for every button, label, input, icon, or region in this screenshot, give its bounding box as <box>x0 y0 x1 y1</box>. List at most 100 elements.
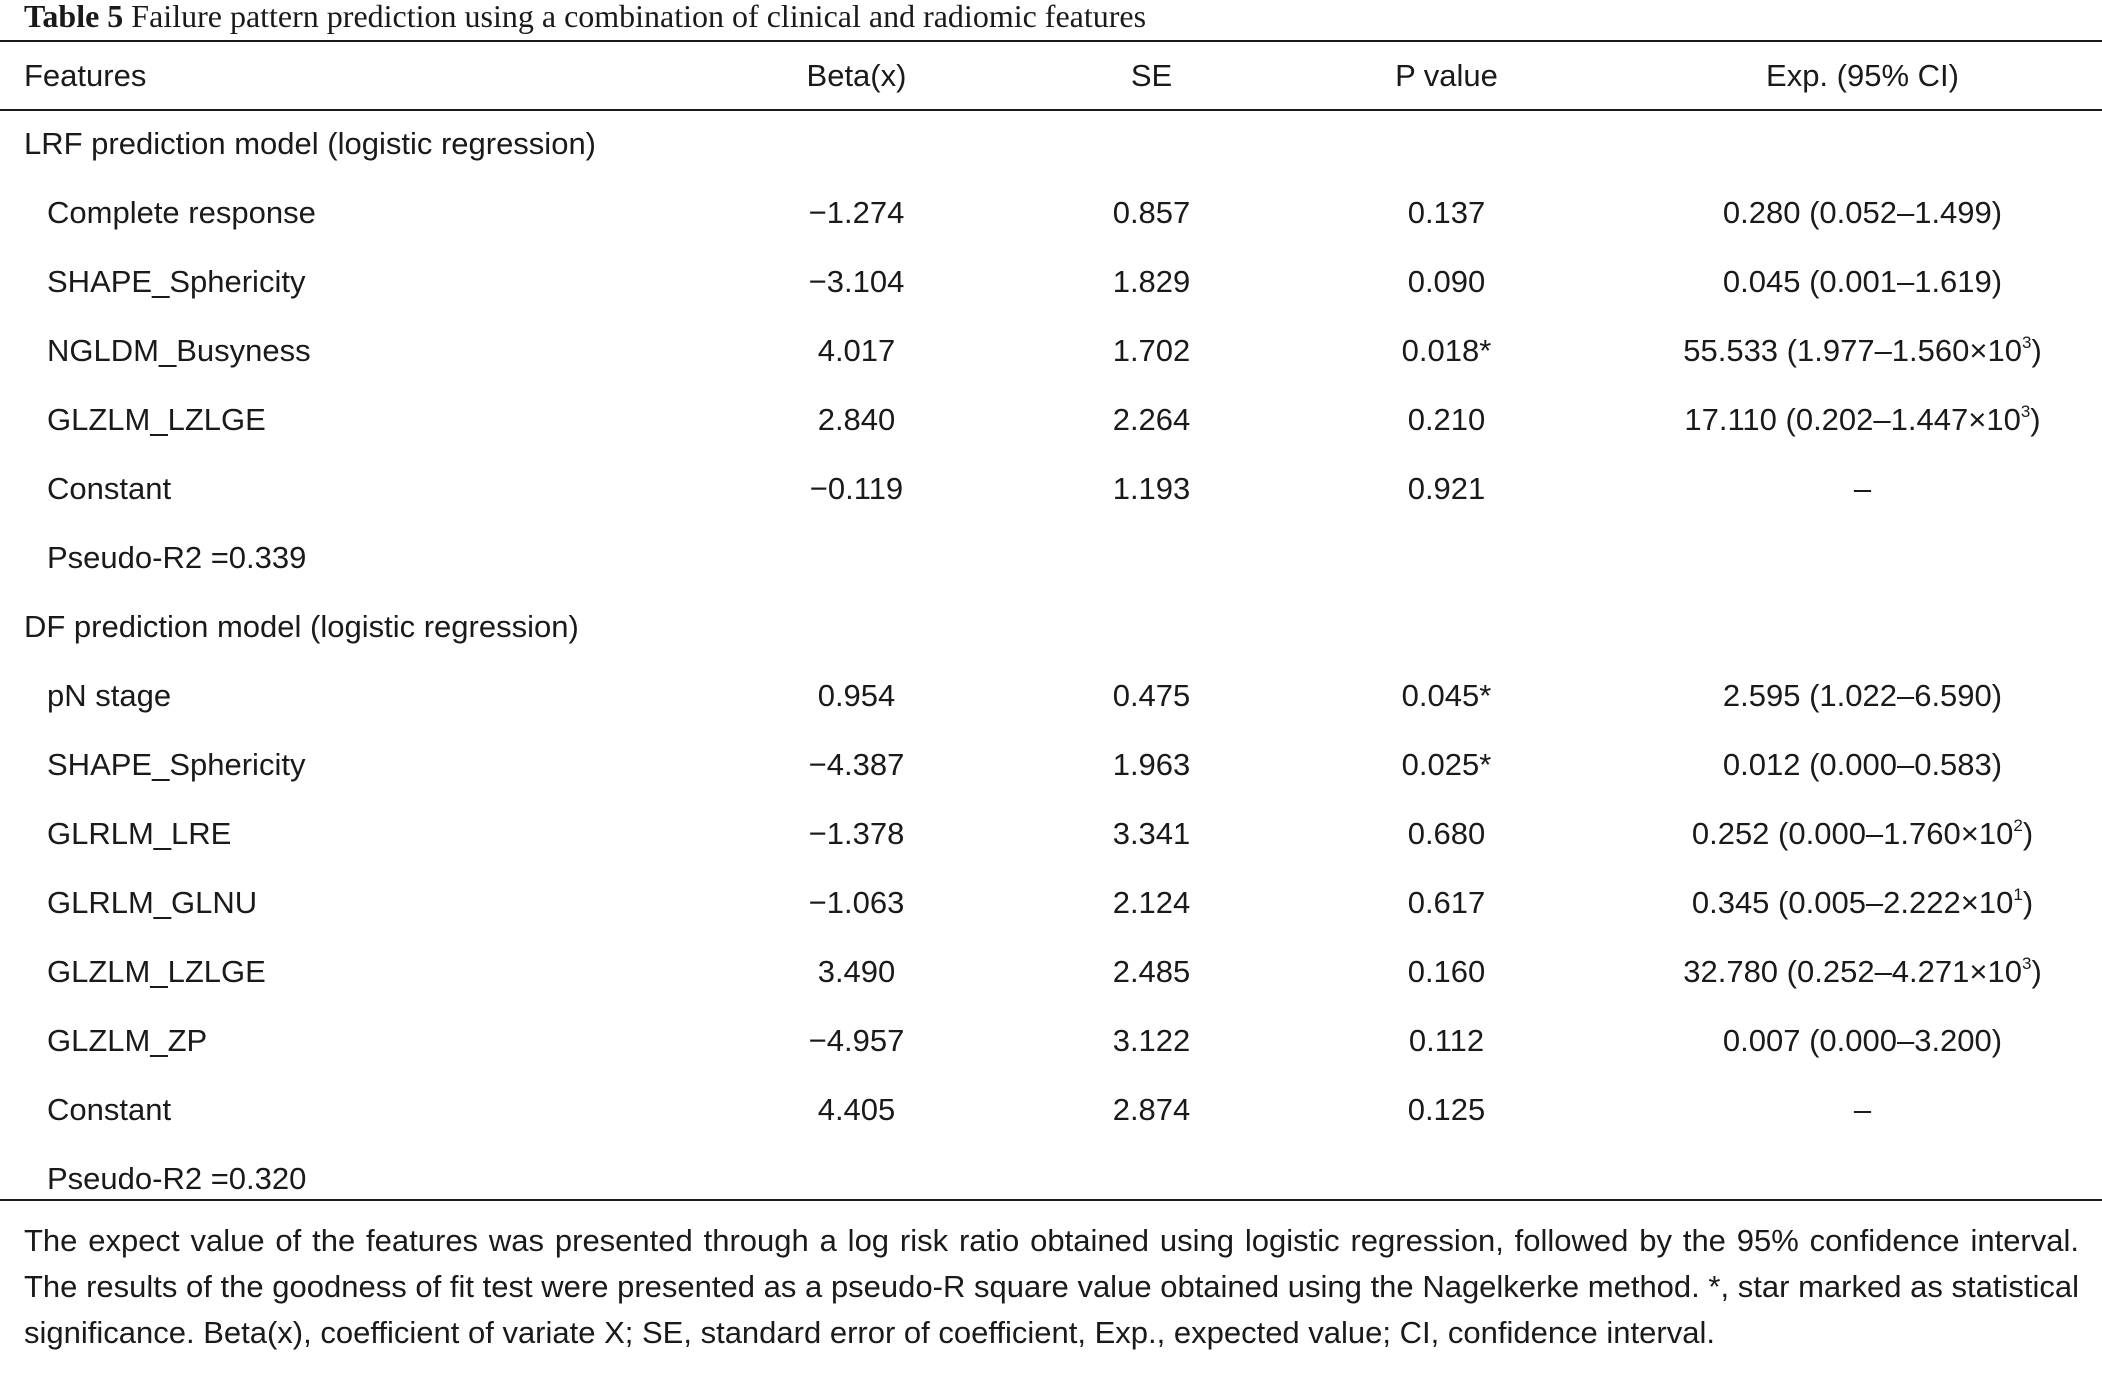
feature-name: GLZLM_LZLGE <box>47 401 266 437</box>
feature-name: GLRLM_LRE <box>47 815 232 851</box>
beta-value: 3.490 <box>817 953 896 989</box>
exp-ci-text: 32.780 (0.252–4.271×10 <box>1683 953 2022 989</box>
col-header-p-value: P value <box>1395 57 1498 93</box>
header-row: Features Beta(x) SE P value Exp. (95% CI… <box>0 42 2102 109</box>
p-value: 0.018* <box>1401 332 1492 368</box>
table-row: Constant −0.119 1.193 0.921 – <box>0 454 2102 523</box>
table-row: Constant 4.405 2.874 0.125 – <box>0 1075 2102 1144</box>
table-row: GLZLM_ZP −4.957 3.122 0.112 0.007 (0.000–3.2… <box>0 1006 2102 1075</box>
beta-value: −1.378 <box>808 815 905 851</box>
exp-ci-value: 2.595 (1.022–6.590) <box>1623 661 2102 730</box>
exp-ci-exponent: 1 <box>2013 884 2023 904</box>
bottom-rule <box>0 1199 2102 1201</box>
col-header-features: Features <box>24 57 147 93</box>
feature-name: SHAPE_Sphericity <box>47 746 306 782</box>
se-value: 3.341 <box>1112 815 1191 851</box>
exp-ci-exponent: 3 <box>2021 953 2032 973</box>
se-value: 1.829 <box>1112 263 1191 299</box>
section-title: DF prediction model (logistic regression… <box>24 608 579 644</box>
p-value: 0.125 <box>1407 1091 1486 1127</box>
exp-ci-value: 0.007 (0.000–3.200) <box>1623 1006 2102 1075</box>
section-title: LRF prediction model (logistic regressio… <box>24 125 597 161</box>
beta-value: 4.017 <box>817 332 896 368</box>
table-row: GLRLM_GLNU −1.063 2.124 0.617 0.345 (0.005–2… <box>0 868 2102 937</box>
table-body: LRF prediction model (logistic regressio… <box>0 109 2102 1213</box>
table-row: SHAPE_Sphericity −3.104 1.829 0.090 0.045 (0… <box>0 247 2102 316</box>
exp-ci-text: 0.007 (0.000–3.200) <box>1722 1022 2003 1058</box>
exp-ci-text: 0.345 (0.005–2.222×10 <box>1691 884 2014 920</box>
exp-ci-value: 0.012 (0.000–0.583) <box>1623 730 2102 799</box>
p-value: 0.680 <box>1407 815 1486 851</box>
exp-ci-text: 0.280 (0.052–1.499) <box>1722 194 2003 230</box>
exp-ci-close: ) <box>2022 815 2034 851</box>
se-value: 3.122 <box>1112 1022 1191 1058</box>
exp-ci-value: 32.780 (0.252–4.271×103) <box>1623 937 2102 1006</box>
exp-ci-value: – <box>1623 454 2102 523</box>
exp-ci-value: 55.533 (1.977–1.560×103) <box>1623 316 2102 385</box>
feature-name: GLZLM_LZLGE <box>47 953 266 989</box>
exp-ci-value: 0.252 (0.000–1.760×102) <box>1623 799 2102 868</box>
pseudo-r2-row: Pseudo-R2 =0.339 <box>0 523 2102 592</box>
exp-ci-close: ) <box>2031 332 2042 368</box>
beta-value: −3.104 <box>808 263 905 299</box>
pseudo-r2-row: Pseudo-R2 =0.320 <box>0 1144 2102 1213</box>
table-row: Complete response −1.274 0.857 0.137 0.280 (… <box>0 178 2102 247</box>
section-title-row: LRF prediction model (logistic regressio… <box>0 109 2102 178</box>
se-value: 0.857 <box>1112 194 1191 230</box>
exp-ci-value: 0.045 (0.001–1.619) <box>1623 247 2102 316</box>
se-value: 2.874 <box>1112 1091 1191 1127</box>
exp-ci-text: 2.595 (1.022–6.590) <box>1722 677 2003 713</box>
section-title-row: DF prediction model (logistic regression… <box>0 592 2102 661</box>
beta-value: −1.274 <box>808 194 905 230</box>
results-table: Features Beta(x) SE P value Exp. (95% CI… <box>0 42 2102 1213</box>
exp-ci-text: 55.533 (1.977–1.560×10 <box>1683 332 2022 368</box>
col-header-beta: Beta(x) <box>806 57 907 93</box>
exp-ci-text: 17.110 (0.202–1.447×10 <box>1684 401 2021 437</box>
feature-name: SHAPE_Sphericity <box>47 263 306 299</box>
se-value: 1.702 <box>1112 332 1191 368</box>
exp-ci-value: – <box>1623 1075 2102 1144</box>
table-title: Failure pattern prediction using a combi… <box>131 0 1147 34</box>
table-row: GLRLM_LRE −1.378 3.341 0.680 0.252 (0.000–1.… <box>0 799 2102 868</box>
pseudo-r2: Pseudo-R2 =0.339 <box>47 539 307 575</box>
table-footnote: The expect value of the features was pre… <box>24 1223 2079 1350</box>
exp-ci-exponent: 3 <box>2021 332 2032 352</box>
feature-name: NGLDM_Busyness <box>47 332 311 368</box>
p-value: 0.137 <box>1407 194 1486 230</box>
beta-value: 2.840 <box>817 401 896 437</box>
exp-ci-text: 0.012 (0.000–0.583) <box>1722 746 2003 782</box>
exp-ci-text: – <box>1853 1091 1872 1127</box>
se-value: 1.963 <box>1112 746 1191 782</box>
exp-ci-close: ) <box>2031 953 2042 989</box>
p-value: 0.617 <box>1407 884 1486 920</box>
se-value: 1.193 <box>1112 470 1191 506</box>
table-caption: Table 5 Failure pattern prediction using… <box>24 0 1146 40</box>
table-row: pN stage 0.954 0.475 0.045* 2.595 (1.022–6.5… <box>0 661 2102 730</box>
p-value: 0.090 <box>1407 263 1486 299</box>
beta-value: −4.957 <box>808 1022 905 1058</box>
table-row: NGLDM_Busyness 4.017 1.702 0.018* 55.533 (1.… <box>0 316 2102 385</box>
feature-name: GLZLM_ZP <box>47 1022 208 1058</box>
p-value: 0.112 <box>1408 1022 1485 1058</box>
beta-value: 0.954 <box>817 677 896 713</box>
exp-ci-text: 0.045 (0.001–1.619) <box>1722 263 2003 299</box>
se-value: 0.475 <box>1112 677 1191 713</box>
feature-name: GLRLM_GLNU <box>47 884 258 920</box>
beta-value: −1.063 <box>808 884 905 920</box>
beta-value: 4.405 <box>817 1091 896 1127</box>
exp-ci-text: – <box>1853 470 1872 506</box>
col-header-se: SE <box>1130 57 1173 93</box>
feature-name: pN stage <box>47 677 172 713</box>
table-row: GLZLM_LZLGE 3.490 2.485 0.160 32.780 (0.252–… <box>0 937 2102 1006</box>
p-value: 0.045* <box>1401 677 1492 713</box>
exp-ci-value: 17.110 (0.202–1.447×103) <box>1623 385 2102 454</box>
exp-ci-close: ) <box>2030 401 2041 437</box>
header-rule <box>0 109 2102 111</box>
se-value: 2.485 <box>1112 953 1191 989</box>
exp-ci-close: ) <box>2022 884 2034 920</box>
exp-ci-value: 0.345 (0.005–2.222×101) <box>1623 868 2102 937</box>
top-rule <box>0 40 2102 42</box>
exp-ci-exponent: 2 <box>2013 815 2023 835</box>
table-label: Table 5 <box>24 0 124 34</box>
se-value: 2.264 <box>1112 401 1191 437</box>
